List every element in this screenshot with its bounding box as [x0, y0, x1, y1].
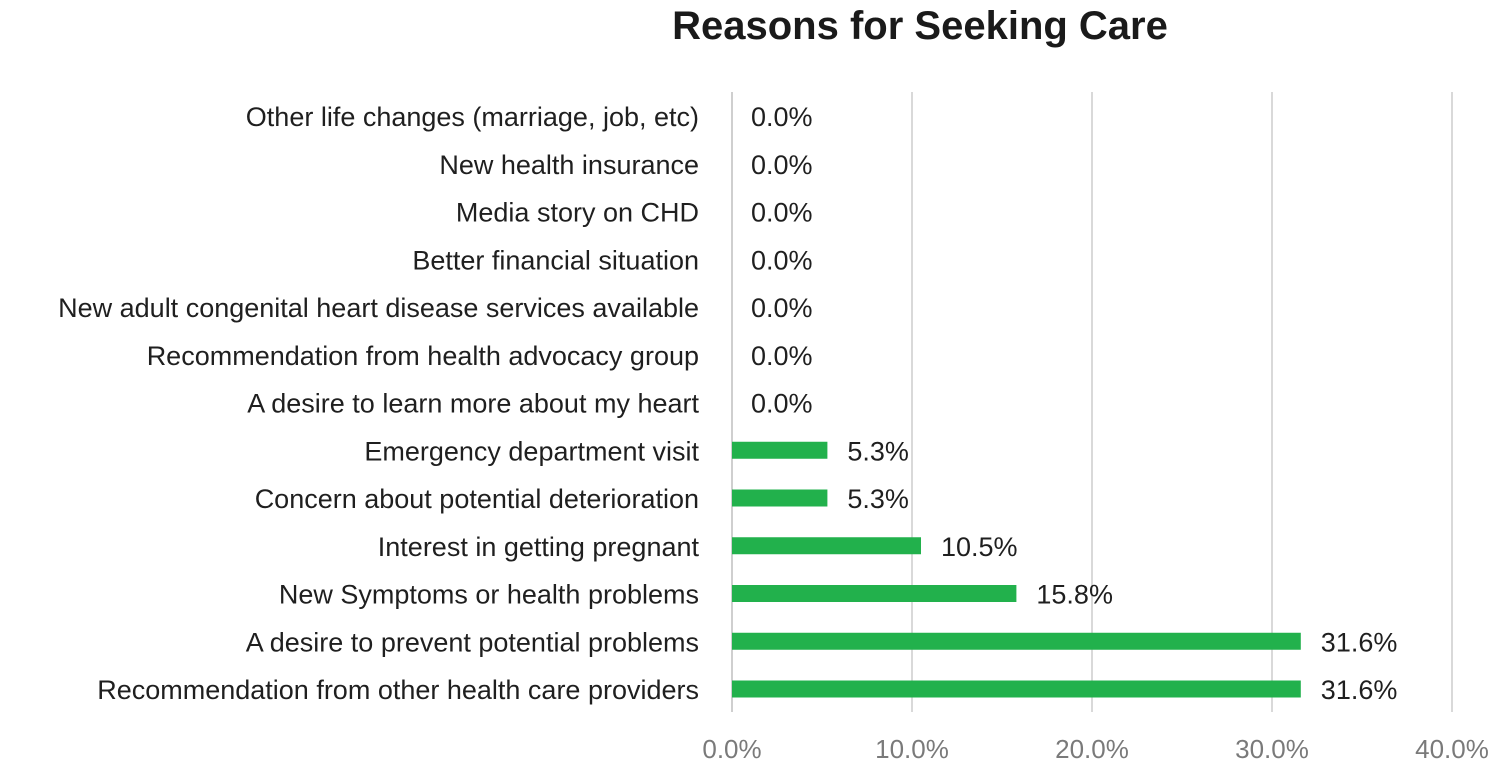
bar [732, 680, 1301, 698]
data-label: 5.3% [847, 484, 909, 514]
category-label: A desire to learn more about my heart [247, 389, 699, 419]
category-label: New health insurance [439, 150, 699, 180]
category-label: Recommendation from other health care pr… [97, 675, 699, 705]
bar [732, 489, 828, 507]
x-tick-label: 40.0% [1415, 734, 1489, 764]
category-label: A desire to prevent potential problems [246, 627, 699, 657]
category-label: New Symptoms or health problems [279, 580, 699, 610]
data-label: 31.6% [1321, 675, 1398, 705]
bar [732, 585, 1017, 602]
data-label: 10.5% [941, 532, 1018, 562]
category-label: Concern about potential deterioration [255, 484, 699, 514]
bar [732, 632, 1301, 650]
data-label: 31.6% [1321, 627, 1398, 657]
category-label: Interest in getting pregnant [378, 532, 700, 562]
category-label: Media story on CHD [456, 198, 699, 228]
data-label: 5.3% [847, 436, 909, 466]
data-label: 0.0% [751, 150, 813, 180]
data-label: 0.0% [751, 245, 813, 275]
bar [732, 537, 921, 555]
category-label: Better financial situation [412, 245, 699, 275]
x-tick-label: 20.0% [1055, 734, 1129, 764]
data-label: 0.0% [751, 389, 813, 419]
category-label: Other life changes (marriage, job, etc) [246, 102, 699, 132]
data-label: 0.0% [751, 293, 813, 323]
data-label: 15.8% [1036, 580, 1113, 610]
data-label: 0.0% [751, 341, 813, 371]
chart-title: Reasons for Seeking Care [672, 4, 1168, 48]
x-tick-label: 10.0% [875, 734, 949, 764]
data-label: 0.0% [751, 102, 813, 132]
x-tick-label: 0.0% [702, 734, 761, 764]
data-label: 0.0% [751, 198, 813, 228]
category-label: New adult congenital heart disease servi… [58, 293, 699, 323]
x-tick-label: 30.0% [1235, 734, 1309, 764]
bar [732, 441, 828, 459]
category-label: Emergency department visit [364, 436, 699, 466]
category-label: Recommendation from health advocacy grou… [147, 341, 699, 371]
